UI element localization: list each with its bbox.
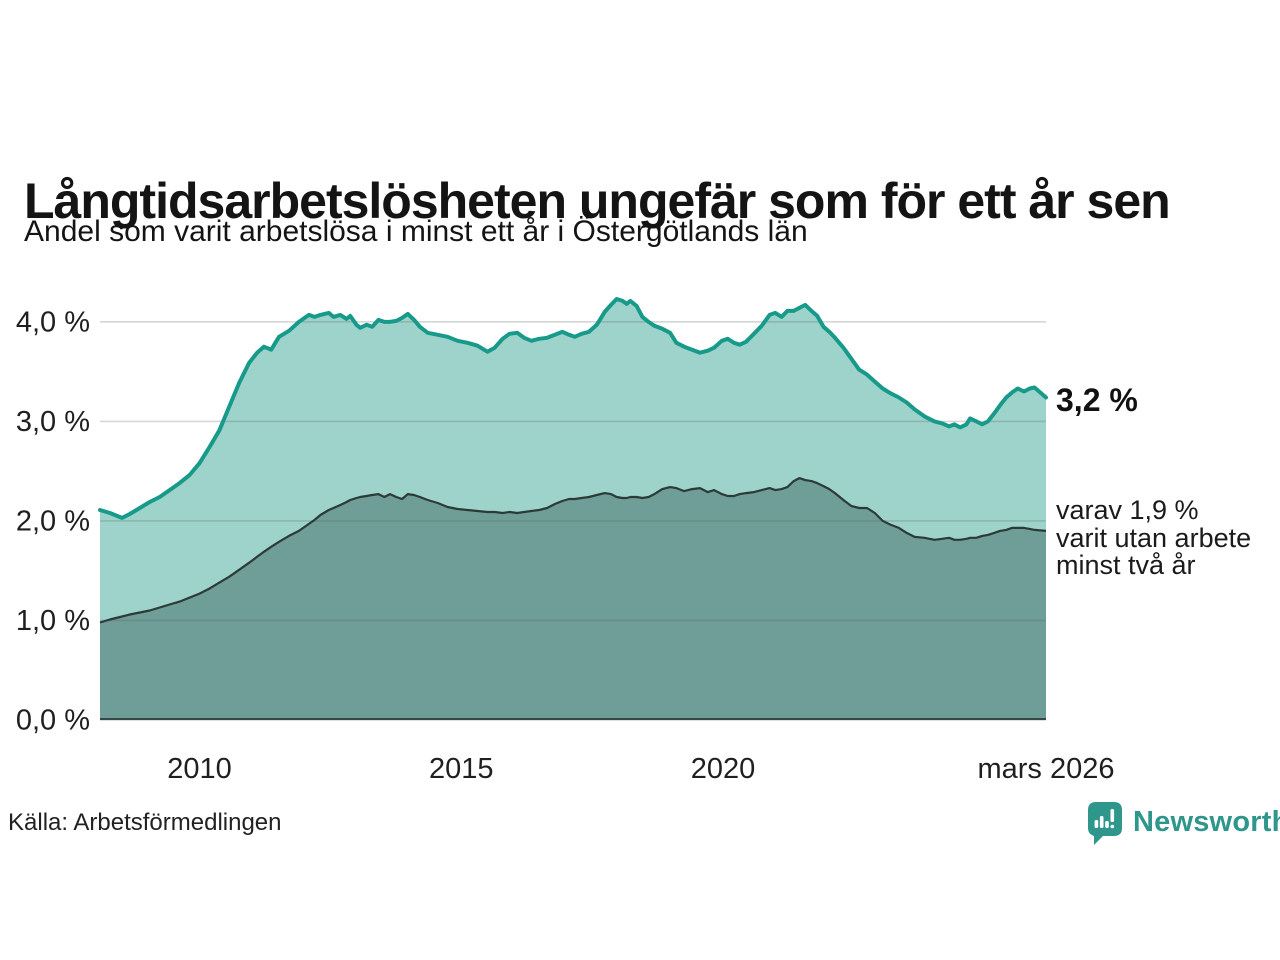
y-tick-label: 0,0 %: [16, 705, 90, 737]
y-tick-label: 4,0 %: [16, 306, 90, 338]
logo-bubble-shape: [1088, 802, 1122, 845]
x-tick-label: mars 2026: [977, 753, 1114, 785]
x-tick-label: 2010: [167, 753, 232, 785]
series-two-year-area: [100, 478, 1046, 720]
secondary-label-line-2: varit utan arbete: [1056, 522, 1252, 553]
y-tick-label: 3,0 %: [16, 406, 90, 438]
long-term-unemployment-area-chart: 0,0 % 1,0 % 2,0 % 3,0 % 4,0 % 2010 2015 2020 mar…: [16, 297, 1115, 785]
secondary-label-line-1: varav 1,9 %: [1056, 495, 1199, 525]
x-tick-label: 2015: [429, 753, 494, 785]
newsworthy-logo-text: Newsworthy: [1133, 806, 1280, 838]
page-title: Långtidsarbetslösheten ungefär som för e…: [24, 172, 1171, 229]
series-total-end-label: 3,2 %: [1056, 382, 1138, 418]
newsworthy-logo-icon: [1088, 802, 1122, 845]
logo-bars-and-exclamation: [1094, 809, 1115, 829]
series-two-year-line: [99, 477, 1047, 624]
newsworthy-logo: Newsworthy: [1086, 800, 1280, 846]
series-two-year-end-label: varav 1,9 % varit utan arbete minst två …: [1056, 495, 1252, 580]
series-total-line: [98, 297, 1048, 520]
y-tick-label: 2,0 %: [16, 505, 90, 537]
y-tick-label: 1,0 %: [16, 605, 90, 637]
x-tick-label: 2020: [691, 753, 756, 785]
source-note: Källa: Arbetsförmedlingen: [8, 809, 282, 836]
page-subtitle: Andel som varit arbetslösa i minst ett å…: [24, 215, 808, 248]
secondary-label-line-3: minst två år: [1056, 550, 1196, 580]
